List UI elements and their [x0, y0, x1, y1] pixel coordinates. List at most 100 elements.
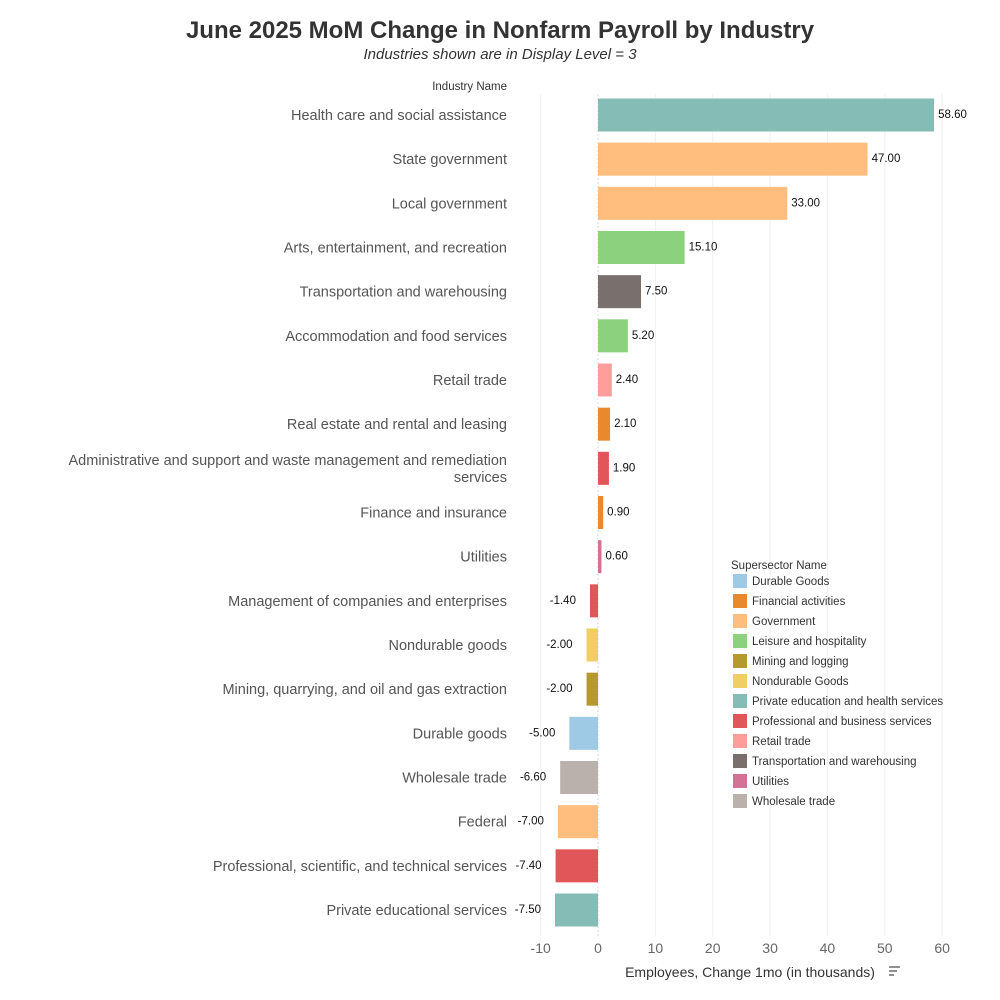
x-tick-label: 50	[877, 940, 893, 956]
legend-label[interactable]: Transportation and warehousing	[752, 756, 917, 768]
bar[interactable]	[589, 584, 599, 618]
legend-swatch[interactable]	[733, 794, 747, 808]
legend-swatch[interactable]	[733, 594, 747, 608]
value-label: 1.90	[613, 462, 635, 474]
bar[interactable]	[598, 407, 611, 441]
x-tick-label: 0	[594, 940, 602, 956]
legend-label[interactable]: Wholesale trade	[752, 796, 835, 808]
category-label: Retail trade	[433, 373, 507, 389]
legend-swatch[interactable]	[733, 674, 747, 688]
legend-swatch[interactable]	[733, 714, 747, 728]
legend-label[interactable]: Durable Goods	[752, 576, 830, 588]
legend-label[interactable]: Leisure and hospitality	[752, 636, 867, 648]
category-label: Transportation and warehousing	[300, 285, 507, 301]
x-tick-label: 10	[648, 940, 664, 956]
category-label: Mining, quarrying, and oil and gas extra…	[222, 682, 507, 698]
value-label: 58.60	[938, 109, 967, 121]
value-label: -7.50	[515, 904, 541, 916]
value-label: 2.40	[616, 374, 638, 386]
category-label: Wholesale trade	[402, 771, 507, 787]
x-tick-label: 40	[820, 940, 836, 956]
value-label: 47.00	[872, 153, 901, 165]
category-label: Real estate and rental and leasing	[287, 417, 507, 433]
legend-swatch[interactable]	[733, 654, 747, 668]
category-label: Arts, entertainment, and recreation	[284, 241, 507, 257]
bar[interactable]	[598, 363, 612, 397]
value-label: -7.40	[515, 860, 541, 872]
legend-label[interactable]: Professional and business services	[752, 716, 932, 728]
bar[interactable]	[555, 849, 599, 883]
legend-label[interactable]: Government	[752, 616, 816, 628]
value-label: 7.50	[645, 286, 667, 298]
bar[interactable]	[586, 672, 599, 706]
legend-label[interactable]: Private education and health services	[752, 696, 943, 708]
category-label: Health care and social assistance	[291, 108, 507, 124]
legend-swatch[interactable]	[733, 574, 747, 588]
value-label: 0.90	[607, 507, 629, 519]
chart-title: June 2025 MoM Change in Nonfarm Payroll …	[185, 17, 815, 44]
bar[interactable]	[598, 186, 788, 220]
category-label: Local government	[392, 196, 507, 212]
bar[interactable]	[598, 496, 604, 529]
bar[interactable]	[598, 275, 642, 309]
x-tick-label: 60	[934, 940, 950, 956]
x-tick-label: 20	[705, 940, 721, 956]
category-label: Nondurable goods	[388, 638, 507, 654]
value-label: 15.10	[689, 242, 718, 254]
value-label: -6.60	[520, 772, 546, 784]
bar[interactable]	[555, 893, 599, 927]
legend-label[interactable]: Nondurable Goods	[752, 676, 849, 688]
value-label: -2.00	[546, 683, 572, 695]
x-axis-ticks: -10 0 10 20 30 40 50 60	[531, 940, 951, 956]
x-tick-label: -10	[531, 940, 551, 956]
legend-label[interactable]: Retail trade	[752, 736, 811, 748]
bar[interactable]	[586, 628, 599, 662]
legend-label[interactable]: Mining and logging	[752, 656, 849, 668]
bar-series	[555, 98, 935, 927]
bar[interactable]	[598, 98, 935, 132]
value-label: 0.60	[605, 551, 627, 563]
bar[interactable]	[560, 761, 599, 794]
category-label: Accommodation and food services	[285, 329, 507, 345]
category-label: Management of companies and enterprises	[228, 594, 507, 610]
bar[interactable]	[557, 805, 599, 839]
category-labels: Health care and social assistance State g…	[69, 108, 507, 919]
legend-swatch[interactable]	[733, 634, 747, 648]
category-label: Administrative and support and waste man…	[69, 453, 507, 486]
x-axis-title: Employees, Change 1mo (in thousands)	[625, 964, 875, 980]
bar[interactable]	[598, 540, 602, 574]
bar[interactable]	[598, 142, 868, 176]
category-label: Finance and insurance	[360, 506, 507, 522]
chart-subtitle: Industries shown are in Display Level = …	[363, 46, 637, 63]
value-label: -7.00	[518, 816, 544, 828]
legend-swatch[interactable]	[733, 614, 747, 628]
value-label: -1.40	[550, 595, 576, 607]
legend: Supersector Name Durable Goods Financial …	[731, 560, 943, 808]
value-label: 5.20	[632, 330, 654, 342]
category-label: State government	[393, 152, 507, 168]
legend-swatch[interactable]	[733, 774, 747, 788]
legend-swatch[interactable]	[733, 754, 747, 768]
legend-title: Supersector Name	[731, 560, 827, 572]
category-label: Utilities	[460, 550, 507, 566]
sort-icon[interactable]	[889, 966, 900, 976]
category-label: Professional, scientific, and technical …	[213, 859, 507, 875]
legend-swatch[interactable]	[733, 734, 747, 748]
legend-label[interactable]: Utilities	[752, 776, 789, 788]
legend-swatch[interactable]	[733, 694, 747, 708]
value-label: 2.10	[614, 418, 636, 430]
value-label: 33.00	[791, 197, 820, 209]
row-header: Industry Name	[432, 81, 507, 93]
bar[interactable]	[569, 716, 599, 750]
bar[interactable]	[598, 319, 628, 353]
value-label: -5.00	[529, 727, 555, 739]
x-tick-label: 30	[762, 940, 778, 956]
bar[interactable]	[598, 231, 685, 264]
x-axis-title-group: Employees, Change 1mo (in thousands)	[625, 964, 900, 980]
bar[interactable]	[598, 451, 609, 485]
category-label: Federal	[458, 815, 507, 831]
legend-label[interactable]: Financial activities	[752, 596, 846, 608]
category-label: Durable goods	[413, 726, 507, 742]
value-label: -2.00	[546, 639, 572, 651]
